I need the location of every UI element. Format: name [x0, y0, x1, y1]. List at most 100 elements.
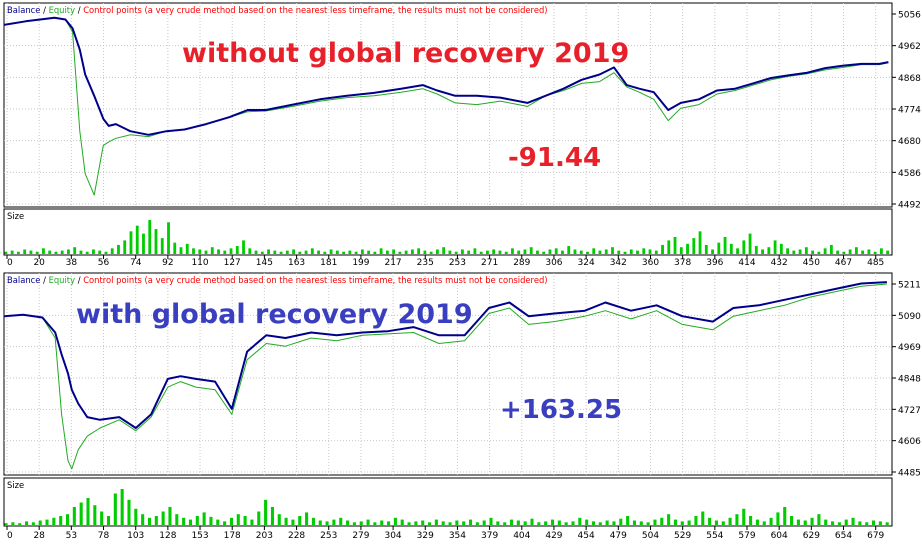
size-bar [817, 251, 821, 254]
size-bar [523, 521, 527, 525]
size-bar [612, 521, 616, 525]
size-bar [423, 250, 427, 254]
size-bar [448, 250, 452, 254]
size-bar [721, 521, 725, 525]
size-bar [798, 249, 802, 254]
size-bar [277, 514, 281, 525]
size-bar [236, 514, 240, 525]
legend-equity: Equity [49, 5, 78, 15]
size-bar [110, 248, 114, 254]
size-bar [229, 248, 233, 254]
size-bar [516, 520, 520, 525]
size-bar [366, 519, 370, 525]
size-bar [632, 520, 637, 525]
size-bar [829, 244, 833, 254]
size-bar [141, 514, 145, 525]
size-bar [129, 231, 133, 254]
size-bar [550, 519, 555, 525]
size-bar [660, 517, 664, 525]
annotation-title: with global recovery 2019 [76, 299, 473, 330]
legend-sep2: / [78, 275, 83, 285]
size-bar [134, 508, 138, 525]
size-bar [160, 238, 164, 254]
size-bar [392, 249, 396, 254]
y-tick-label: 4969 [898, 343, 921, 353]
size-bar [878, 521, 882, 525]
x-tick-label: 604 [771, 531, 788, 541]
size-bar [836, 250, 840, 254]
size-bar [142, 233, 145, 254]
size-bar [407, 522, 411, 525]
size-bar [536, 250, 539, 254]
y-tick-label: 4962 [898, 42, 921, 52]
size-bar [279, 251, 283, 254]
size-bar [530, 518, 534, 525]
size-bar [529, 247, 533, 254]
size-bar [398, 251, 402, 254]
size-bar [571, 521, 575, 525]
size-bar [585, 519, 589, 525]
size-bar [292, 249, 295, 254]
size-bar [92, 249, 95, 254]
size-bar [210, 247, 214, 254]
size-bar [54, 251, 58, 254]
x-tick-label: 479 [610, 531, 627, 541]
size-bar [454, 251, 458, 254]
legend-control: Control points (a very crude method base… [83, 5, 547, 15]
x-tick-label: 103 [127, 531, 144, 541]
size-bar [435, 249, 439, 254]
x-tick-label: 279 [352, 531, 369, 541]
size-bar [42, 248, 45, 254]
size-bar [680, 521, 684, 525]
size-bar [441, 521, 445, 525]
size-bar [260, 251, 264, 254]
size-bar [85, 251, 89, 254]
legend-sep1: / [43, 275, 48, 285]
size-bar [311, 517, 315, 525]
size-bar [517, 250, 521, 254]
size-bar [817, 514, 821, 525]
size-bar [45, 519, 49, 525]
size-bar [804, 247, 808, 254]
x-tick-label: 0 [7, 531, 13, 541]
size-bar [23, 249, 27, 254]
size-bar [161, 511, 165, 525]
size-bar [72, 507, 76, 525]
x-tick-label: 20 [33, 258, 45, 268]
size-bar [339, 517, 343, 525]
legend-equity: Equity [49, 275, 78, 285]
size-bar [248, 248, 252, 254]
series-balance-line [3, 281, 887, 429]
size-bar [192, 248, 195, 254]
size-bar [455, 520, 459, 525]
size-bar [360, 249, 364, 254]
size-bar [591, 521, 596, 525]
size-bar [604, 249, 608, 254]
main-chart-frame [3, 2, 893, 208]
size-bar [93, 505, 97, 525]
size-bar [29, 250, 33, 254]
size-bar [579, 250, 583, 254]
size-bar [325, 521, 329, 525]
size-bar [873, 251, 877, 254]
size-bar [810, 517, 814, 525]
x-tick-label: 504 [642, 531, 659, 541]
legend-balance: Balance [7, 5, 43, 15]
x-tick-label: 360 [642, 258, 659, 268]
size-bar [867, 249, 871, 254]
size-bar [304, 250, 308, 254]
size-bar [18, 523, 22, 525]
size-bar [404, 250, 408, 254]
size-bar [448, 522, 452, 525]
x-tick-label: 396 [706, 258, 723, 268]
size-bar [318, 520, 322, 525]
size-bar [379, 248, 383, 254]
size-bar [742, 240, 746, 254]
x-tick-label: 178 [224, 531, 241, 541]
size-bar [769, 517, 773, 525]
size-bar [127, 499, 131, 525]
x-tick-label: 485 [867, 258, 884, 268]
x-tick-label: 74 [130, 258, 142, 268]
legend-control: Control points (a very crude method base… [83, 275, 547, 285]
y-tick-label: 4727 [898, 406, 921, 416]
